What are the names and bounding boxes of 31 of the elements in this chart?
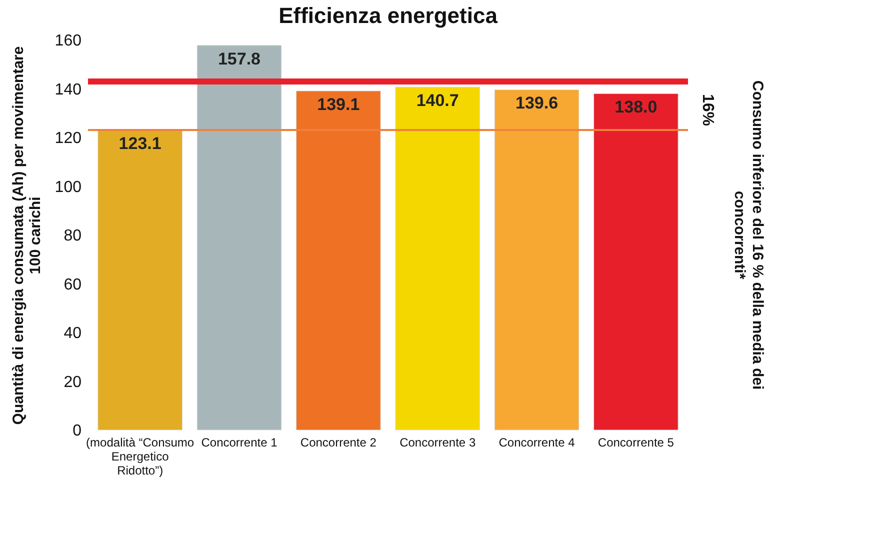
bar [296, 90, 381, 430]
chart-title: Efficienza energetica [278, 3, 498, 28]
y-tick-label: 0 [72, 422, 82, 440]
y-tick-label: 40 [64, 325, 82, 342]
y-tick-label: 120 [54, 130, 82, 147]
bar [395, 86, 480, 430]
x-tick-label: Concorrente 5 [598, 436, 674, 450]
x-tick-label: Concorrente 2 [300, 436, 377, 450]
bar [98, 130, 182, 430]
text: Consumo inferiore del 16 % della media dei concorrenti* [731, 80, 766, 390]
y-tick-label: 140 [54, 81, 82, 98]
y-axis-title: Quantità di energia consumata (Ah) per movimentare 100 carichi [10, 46, 44, 425]
data-label: 138.0 [614, 98, 658, 117]
data-label: 139.1 [317, 94, 360, 114]
x-tick-label: Concorrente 1 [201, 436, 278, 450]
bar [196, 45, 282, 430]
text: 16% [699, 94, 716, 126]
data-label: 123.1 [118, 134, 162, 153]
data-label: 157.8 [218, 49, 261, 68]
x-tick-label: (modalità “Consumo Energetico Ridotto”) [86, 436, 194, 478]
y-tick-label: 20 [64, 374, 82, 391]
x-tick-label: Concorrente 3 [400, 436, 476, 450]
y-tick-label: 60 [64, 276, 82, 294]
bar [594, 93, 678, 430]
data-label: 139.6 [515, 94, 558, 113]
y-tick-label: 160 [54, 32, 82, 50]
x-tick-label: Concorrente 4 [498, 436, 576, 450]
data-label: 140.7 [416, 91, 459, 110]
y-tick-label: 80 [64, 228, 82, 244]
y-tick-label: 100 [54, 178, 82, 196]
bar [494, 89, 580, 430]
